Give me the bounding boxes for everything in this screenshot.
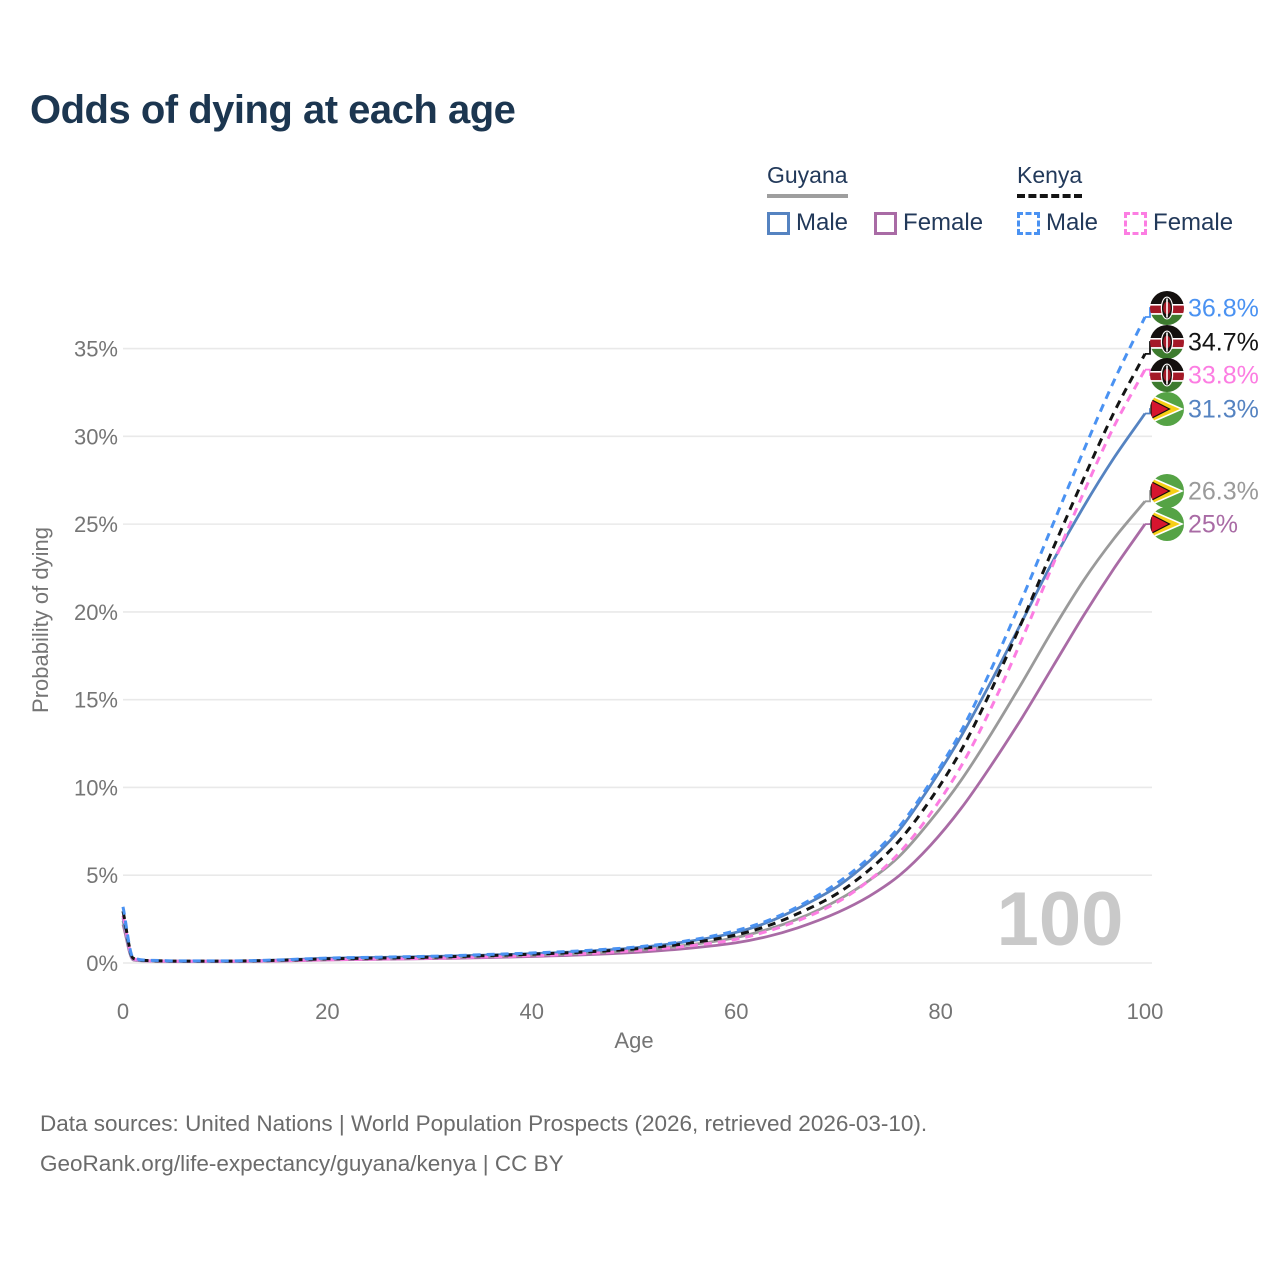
y-tick-label: 30% [74,424,118,449]
x-tick-label: 100 [1127,999,1164,1024]
x-tick-label: 80 [928,999,952,1024]
watermark-age-100: 100 [997,877,1124,962]
legend-country-kenya: Kenya [1017,162,1083,198]
guyana-female-swatch [874,211,898,235]
kenya-flag-icon [1150,291,1184,325]
y-tick-label: 20% [74,600,118,625]
legend-label-kenya-female: Female [1153,209,1234,236]
end-label-guyana_male: 31.3% [1188,396,1259,424]
end-label-guyana_total: 26.3% [1188,478,1259,506]
legend-item-kenya-female[interactable]: Female [1124,209,1233,237]
x-tick-label: 0 [117,999,129,1024]
footer-datasource: Data sources: United Nations | World Pop… [40,1111,928,1136]
legend-group-guyana: Guyana Male Female [767,162,983,237]
legend-label-kenya-male: Male [1046,209,1099,236]
page-title: Odds of dying at each age [30,88,516,132]
y-tick-label: 15% [74,688,118,713]
x-tick-label: 20 [315,999,339,1024]
y-axis-title: Probability of dying [28,527,53,713]
series-line-kenya_male [121,316,1147,963]
guyana-flag-icon [1150,507,1184,541]
kenya-flag-icon [1150,325,1184,359]
y-tick-label: 5% [86,863,118,888]
y-tick-label: 0% [86,951,118,976]
kenya-flag-icon [1150,358,1184,392]
end-label-kenya_total: 34.7% [1188,329,1259,357]
legend-country-guyana: Guyana [767,162,848,198]
footer: Data sources: United Nations | World Pop… [40,1104,927,1184]
y-tick-label: 35% [74,337,118,362]
legend-item-kenya-male[interactable]: Male [1017,209,1098,237]
y-tick-label: 25% [74,512,118,537]
end-label-kenya_male: 36.8% [1188,295,1259,323]
x-axis-title: Age [614,1028,653,1053]
guyana-male-swatch [767,211,790,235]
legend-item-guyana-female[interactable]: Female [874,209,983,237]
legend-label-guyana-male: Male [796,209,849,236]
legend-label-guyana-female: Female [903,209,984,236]
kenya-female-swatch [1124,211,1148,235]
series-line-guyana_total [121,500,1147,963]
footer-attribution: GeoRank.org/life-expectancy/guyana/kenya… [40,1151,564,1176]
series-line-kenya_total [121,353,1147,963]
x-tick-label: 40 [520,999,544,1024]
end-label-guyana_female: 25% [1188,511,1238,539]
guyana-flag-icon [1150,392,1184,426]
kenya-male-swatch [1017,211,1040,235]
legend-item-guyana-male[interactable]: Male [767,209,848,237]
legend-group-kenya: Kenya Male Female [1017,162,1233,237]
guyana-flag-icon [1150,474,1184,508]
series-line-guyana_female [121,523,1147,964]
x-tick-label: 60 [724,999,748,1024]
y-tick-label: 10% [74,775,118,800]
end-label-kenya_female: 33.8% [1188,362,1259,390]
